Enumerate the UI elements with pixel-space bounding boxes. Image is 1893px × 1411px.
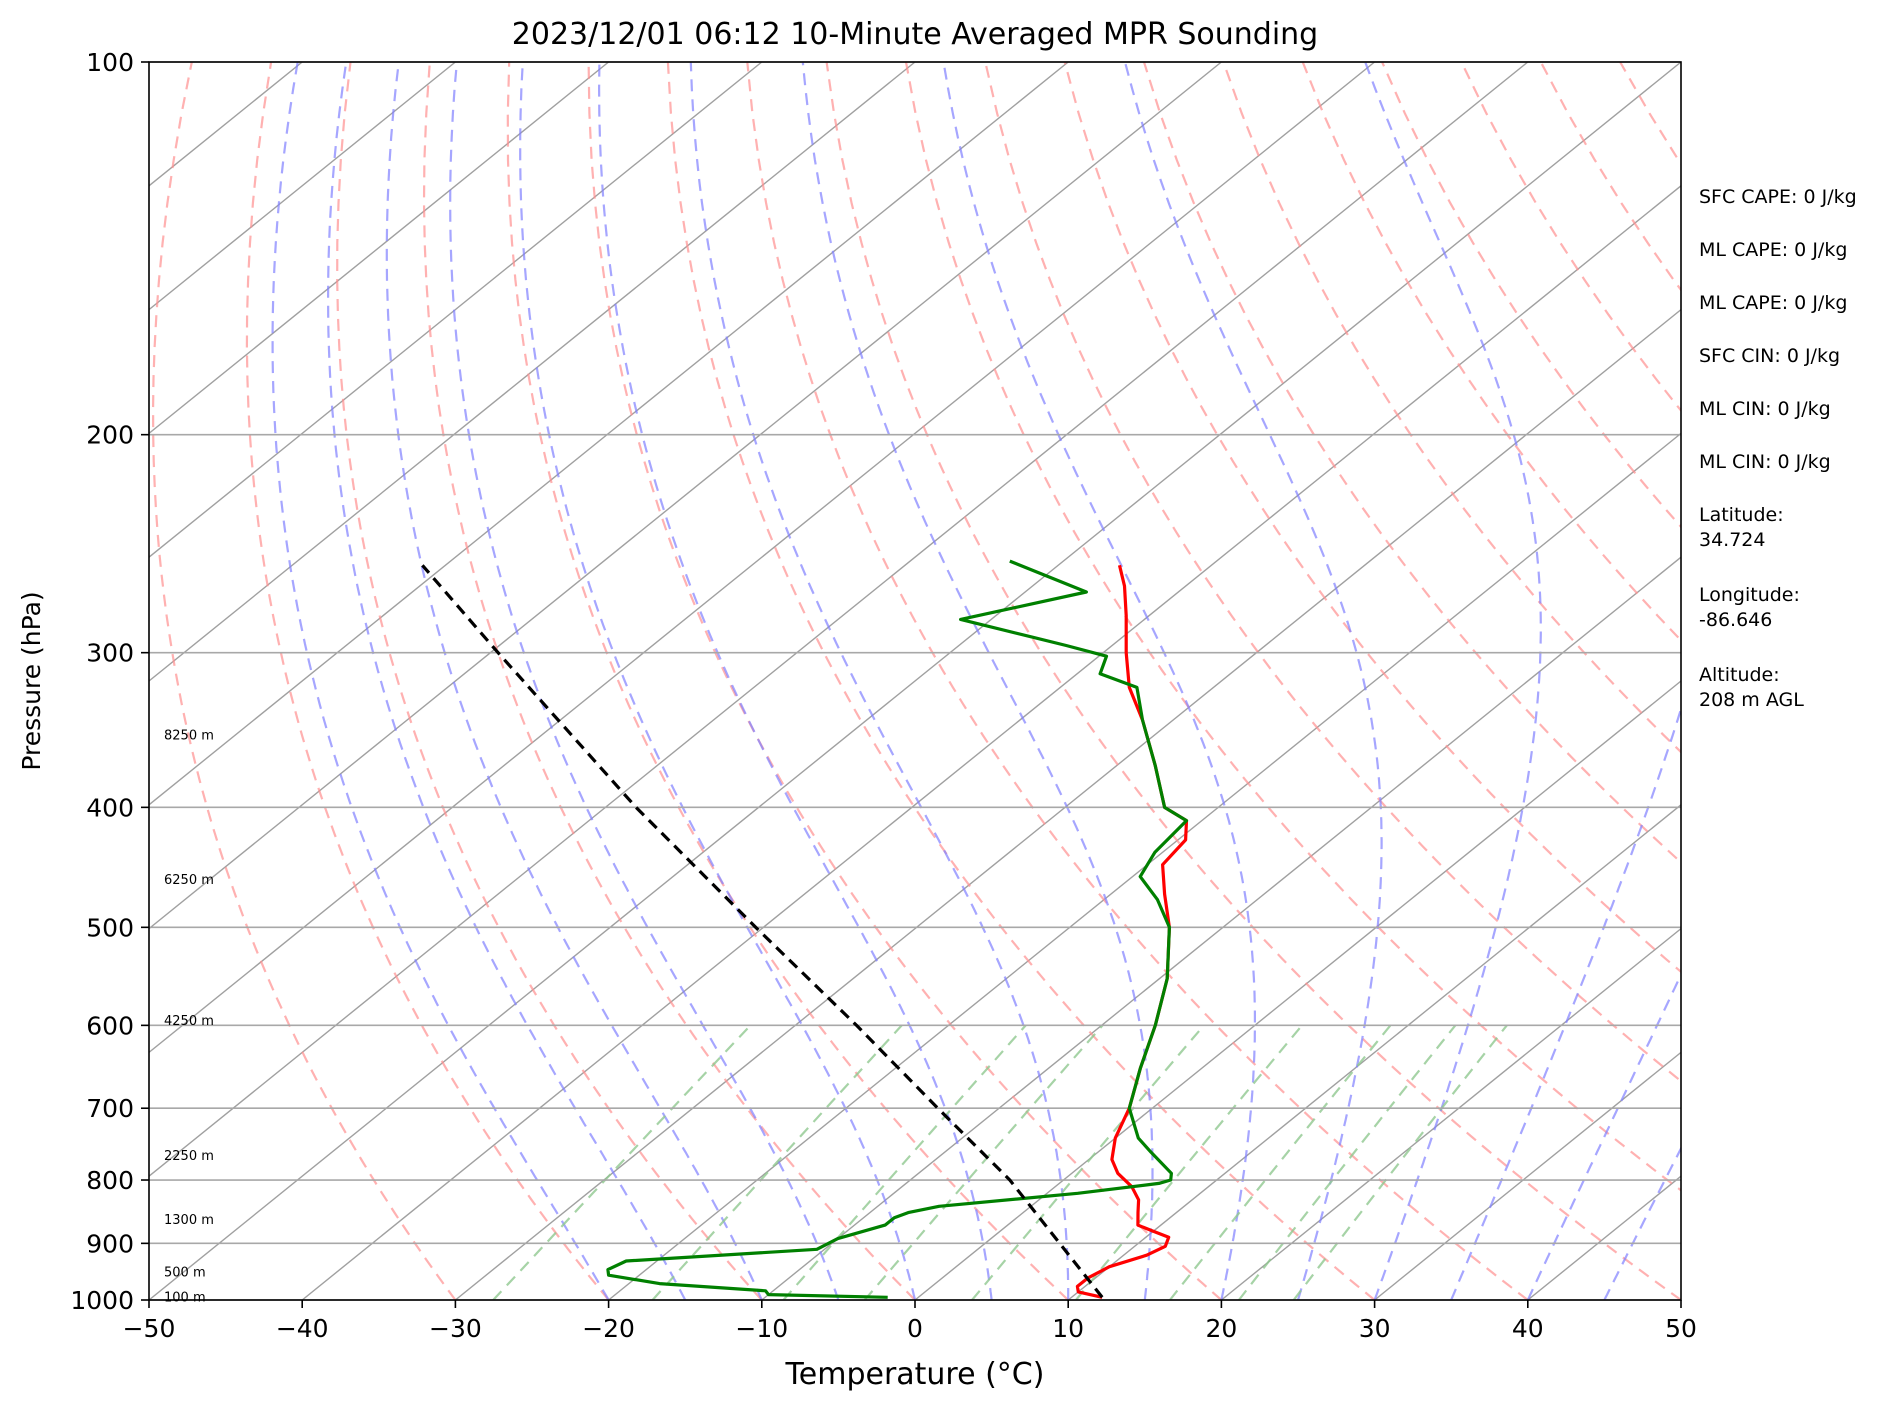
y-tick-label: 1000 bbox=[70, 1286, 134, 1315]
y-tick-label: 400 bbox=[86, 793, 134, 822]
y-tick-label: 700 bbox=[86, 1094, 134, 1123]
chart-title: 2023/12/01 06:12 10-Minute Averaged MPR … bbox=[512, 17, 1318, 52]
sfc-cin-text: SFC CIN: 0 J/kg bbox=[1699, 344, 1889, 369]
isotherm-line bbox=[0, 62, 455, 1300]
dry-adiabat-line bbox=[337, 62, 762, 1300]
isotherm-line bbox=[0, 62, 915, 1300]
y-tick-label: 800 bbox=[86, 1166, 134, 1195]
dry-adiabat-line bbox=[747, 62, 1528, 1300]
ml-cape-text: ML CAPE: 0 J/kg bbox=[1699, 238, 1889, 263]
moist-adiabat-line bbox=[387, 62, 762, 1300]
y-tick-label: 100 bbox=[86, 48, 134, 77]
moist-adiabat-line bbox=[328, 62, 685, 1300]
sfc-cape-text: SFC CAPE: 0 J/kg bbox=[1699, 185, 1889, 210]
x-tick-label: 30 bbox=[1359, 1314, 1391, 1343]
altitude-text: Altitude: 208 m AGL bbox=[1699, 663, 1889, 713]
y-axis-label: Pressure (hPa) bbox=[17, 591, 46, 770]
x-tick-label: 20 bbox=[1205, 1314, 1237, 1343]
height-label: 6250 m bbox=[164, 873, 214, 888]
dry-adiabat-line bbox=[668, 62, 1375, 1300]
mixing-ratio-line bbox=[1076, 1025, 1302, 1300]
background-reference-lines bbox=[0, 62, 1893, 1300]
moist-adiabat-line bbox=[1365, 62, 1541, 1300]
height-label: 8250 m bbox=[164, 729, 214, 744]
moist-adiabat-line bbox=[691, 62, 1068, 1300]
height-label: 1300 m bbox=[164, 1213, 214, 1228]
x-tick-label: −50 bbox=[123, 1314, 176, 1343]
sounding-series bbox=[422, 561, 1186, 1297]
mixing-ratio-line bbox=[972, 1025, 1204, 1300]
y-tick-label: 600 bbox=[86, 1011, 134, 1040]
height-label: 2250 m bbox=[164, 1149, 214, 1164]
moist-adiabat-line bbox=[599, 62, 992, 1300]
ml-cape-text-2: ML CAPE: 0 J/kg bbox=[1699, 291, 1889, 316]
sounding-info-panel: SFC CAPE: 0 J/kg ML CAPE: 0 J/kg ML CAPE… bbox=[1699, 185, 1889, 743]
ml-cin-text: ML CIN: 0 J/kg bbox=[1699, 397, 1889, 422]
x-tick-label: −40 bbox=[276, 1314, 329, 1343]
moist-adiabat-line bbox=[273, 62, 609, 1300]
y-axis-ticks: 100 200 300 400 500 600 700 800 900 1000 bbox=[70, 48, 149, 1315]
x-axis-label: Temperature (°C) bbox=[785, 1357, 1045, 1392]
y-tick-label: 300 bbox=[86, 639, 134, 668]
y-tick-label: 500 bbox=[86, 913, 134, 942]
dry-adiabat-line bbox=[424, 62, 915, 1300]
x-tick-label: 50 bbox=[1665, 1314, 1697, 1343]
x-tick-label: −30 bbox=[429, 1314, 482, 1343]
dry-adiabat-line bbox=[827, 62, 1681, 1300]
x-tick-label: 0 bbox=[907, 1314, 923, 1343]
x-tick-label: −20 bbox=[582, 1314, 635, 1343]
dry-adiabat-line bbox=[153, 62, 455, 1300]
moist-adiabat-line bbox=[1125, 62, 1382, 1300]
height-label: 4250 m bbox=[164, 1014, 214, 1029]
height-label: 500 m bbox=[164, 1265, 206, 1280]
x-tick-label: 40 bbox=[1512, 1314, 1544, 1343]
ml-cin-text-2: ML CIN: 0 J/kg bbox=[1699, 450, 1889, 475]
y-tick-label: 200 bbox=[86, 421, 134, 450]
mixing-ratio-line bbox=[493, 1025, 750, 1300]
x-tick-label: 10 bbox=[1052, 1314, 1084, 1343]
y-tick-label: 900 bbox=[86, 1229, 134, 1258]
longitude-text: Longitude: -86.646 bbox=[1699, 583, 1889, 633]
x-tick-label: −10 bbox=[735, 1314, 788, 1343]
dry-adiabat-line bbox=[508, 62, 1068, 1300]
isotherm-line bbox=[455, 62, 1893, 1300]
latitude-text: Latitude: 34.724 bbox=[1699, 503, 1889, 553]
height-label: 100 m bbox=[164, 1290, 206, 1305]
dry-adiabat-line bbox=[906, 62, 1834, 1300]
moist-adiabat-line bbox=[944, 62, 1255, 1300]
x-axis-ticks: −50 −40 −30 −20 −10 0 10 20 30 40 50 bbox=[123, 1300, 1697, 1343]
height-labels: 100 m 500 m 1300 m 2250 m 4250 m 6250 m 8250 m bbox=[164, 729, 214, 1306]
mixing-ratio-line bbox=[653, 1025, 902, 1300]
parcel-profile-line bbox=[422, 565, 1102, 1297]
